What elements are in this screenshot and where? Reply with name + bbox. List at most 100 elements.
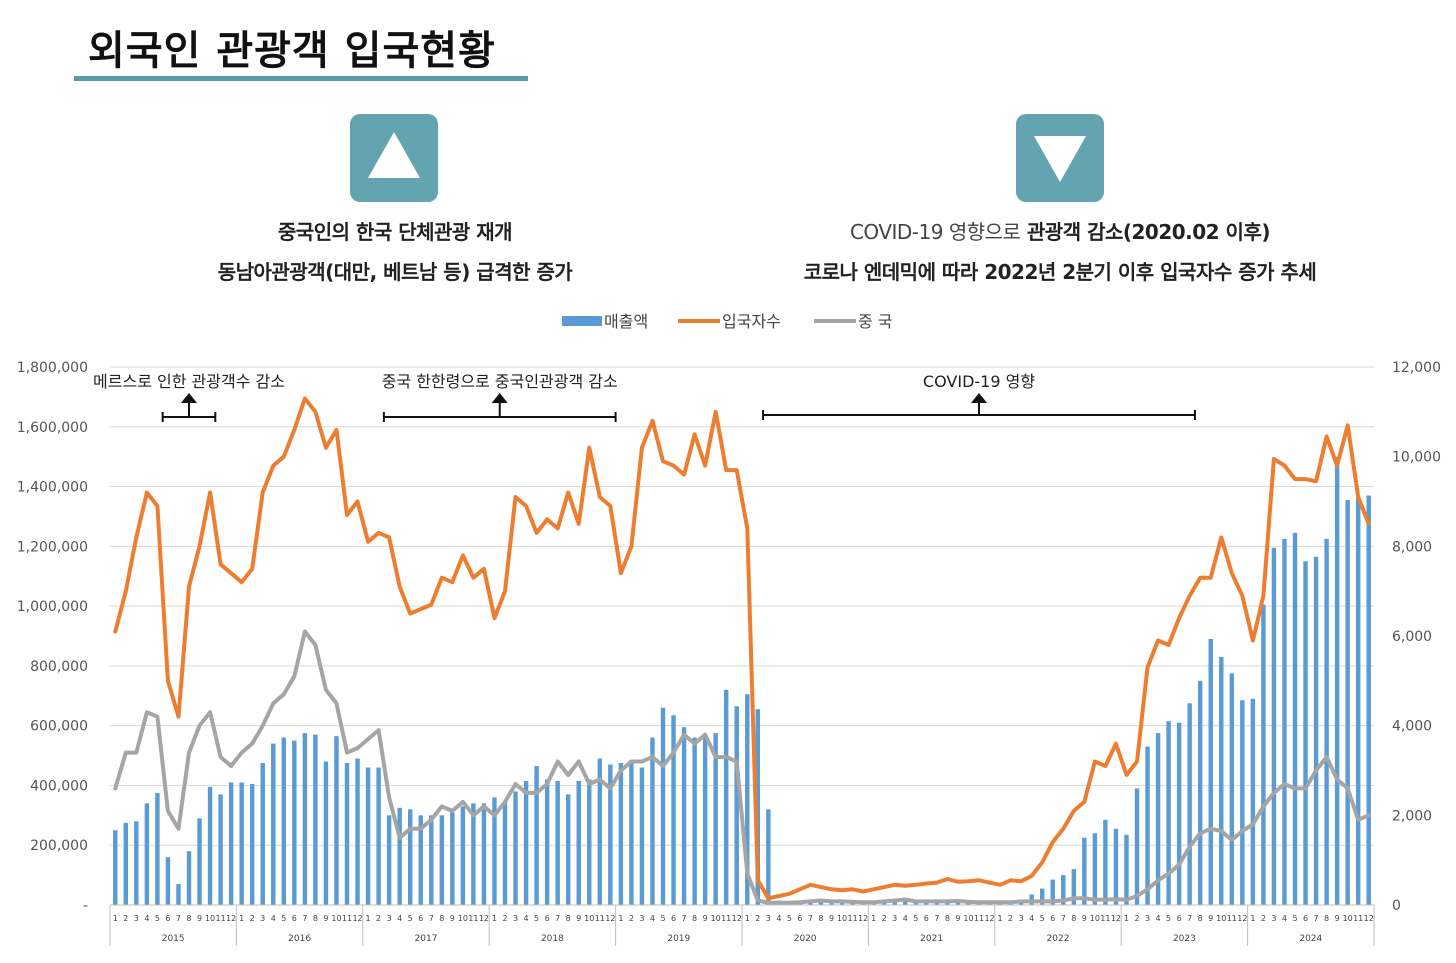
legend-china-label: 중 국: [858, 312, 893, 331]
y-right-tick-label: 12,000: [1392, 360, 1441, 376]
x-year-label: 2022: [1047, 934, 1070, 944]
x-month-label: 10: [205, 914, 215, 923]
x-year-label: 2017: [415, 934, 438, 944]
x-month-label: 4: [903, 914, 908, 923]
x-month-label: 1: [998, 914, 1003, 923]
x-month-label: 9: [955, 914, 960, 923]
x-month-label: 12: [858, 914, 868, 923]
x-month-label: 10: [711, 914, 721, 923]
revenue-bar: [460, 806, 466, 905]
revenue-bar: [1292, 532, 1298, 905]
revenue-bar: [650, 737, 655, 905]
x-month-label: 2: [502, 914, 507, 923]
revenue-bar: [639, 767, 645, 905]
revenue-bar: [1134, 788, 1140, 905]
revenue-bar: [123, 822, 129, 905]
revenue-bar: [1187, 703, 1192, 905]
revenue-bar: [881, 902, 887, 905]
revenue-bar: [271, 743, 276, 905]
revenue-bar: [903, 901, 908, 905]
revenue-bar: [481, 803, 487, 905]
x-month-label: 4: [524, 914, 529, 923]
x-month-label: 2: [250, 914, 255, 923]
x-month-label: 8: [818, 914, 823, 923]
revenue-bar: [207, 786, 213, 905]
revenue-bar: [292, 740, 297, 905]
x-month-label: 9: [576, 914, 581, 923]
revenue-bar: [1071, 869, 1077, 905]
revenue-bar: [1061, 875, 1066, 905]
revenue-bar: [681, 727, 687, 905]
annotation-label: 메르스로 인한 관광객수 감소: [93, 372, 285, 391]
revenue-bar: [1124, 834, 1129, 905]
revenue-bar: [113, 830, 118, 905]
x-year-label: 2015: [162, 934, 185, 944]
revenue-bar: [1145, 746, 1150, 905]
revenue-bar: [397, 807, 402, 905]
revenue-bar: [587, 779, 592, 905]
increase-reasons: 중국인의 한국 단체관광 재개 동남아관광객(대만, 베트남 등) 급격한 증가: [180, 212, 610, 292]
x-month-label: 6: [797, 914, 802, 923]
x-month-label: 8: [945, 914, 950, 923]
x-month-label: 11: [1100, 914, 1110, 923]
revenue-bar: [1176, 722, 1182, 905]
revenue-bar: [829, 902, 834, 905]
revenue-bar: [523, 780, 529, 905]
revenue-bar: [692, 737, 697, 905]
x-month-label: 5: [913, 914, 918, 923]
revenue-bar: [492, 797, 497, 905]
x-month-label: 7: [429, 914, 434, 923]
x-month-label: 6: [924, 914, 929, 923]
revenue-bar: [1303, 561, 1308, 905]
annotation-label: COVID-19 영향: [923, 372, 1035, 391]
revenue-bar: [134, 821, 139, 905]
y-left-tick-label: 1,200,000: [17, 539, 88, 555]
annotation-label: 중국 한한령으로 중국인관광객 감소: [382, 372, 618, 391]
x-month-label: 7: [1061, 914, 1066, 923]
x-month-label: 1: [492, 914, 497, 923]
revenue-bar: [1082, 837, 1087, 905]
annotation-arrow-head: [971, 393, 987, 403]
revenue-bar: [766, 809, 771, 905]
revenue-bar: [713, 733, 718, 905]
y-left-tick-label: -: [83, 898, 88, 914]
x-month-label: 7: [682, 914, 687, 923]
x-month-label: 5: [1292, 914, 1297, 923]
revenue-bar: [281, 737, 287, 905]
x-month-label: 7: [1314, 914, 1319, 923]
x-month-label: 11: [974, 914, 984, 923]
decrease-reason-1: COVID-19 영향으로 관광객 감소(2020.02 이후): [760, 212, 1360, 252]
x-month-label: 1: [239, 914, 244, 923]
x-month-label: 1: [1250, 914, 1255, 923]
legend-china-swatch: [814, 319, 856, 323]
revenue-bar: [723, 689, 729, 905]
increase-reason-1: 중국인의 한국 단체관광 재개: [277, 220, 513, 244]
revenue-bar: [534, 766, 539, 905]
x-month-label: 8: [692, 914, 697, 923]
x-month-label: 4: [1029, 914, 1034, 923]
x-month-label: 9: [197, 914, 202, 923]
revenue-bar: [1050, 879, 1055, 905]
revenue-bar: [818, 902, 824, 905]
x-month-label: 3: [513, 914, 518, 923]
x-month-label: 10: [331, 914, 341, 923]
x-month-label: 1: [366, 914, 371, 923]
x-month-label: 4: [144, 914, 149, 923]
revenue-bar: [1197, 680, 1203, 905]
revenue-bar: [565, 794, 571, 905]
revenue-bar: [1155, 733, 1161, 905]
revenue-bar: [1103, 819, 1108, 905]
down-triangle-icon: [1016, 114, 1104, 202]
legend-arrivals-swatch: [678, 319, 720, 323]
revenue-bar: [608, 764, 613, 905]
legend-revenue-label: 매출액: [604, 312, 648, 331]
revenue-bar: [313, 734, 318, 905]
x-month-label: 7: [176, 914, 181, 923]
x-month-label: 8: [1071, 914, 1076, 923]
decrease-reasons: COVID-19 영향으로 관광객 감소(2020.02 이후) 코로나 엔데믹…: [760, 212, 1360, 292]
revenue-bar: [1324, 538, 1329, 905]
x-month-label: 5: [534, 914, 539, 923]
revenue-bar: [1355, 497, 1361, 905]
revenue-bar: [597, 758, 603, 905]
